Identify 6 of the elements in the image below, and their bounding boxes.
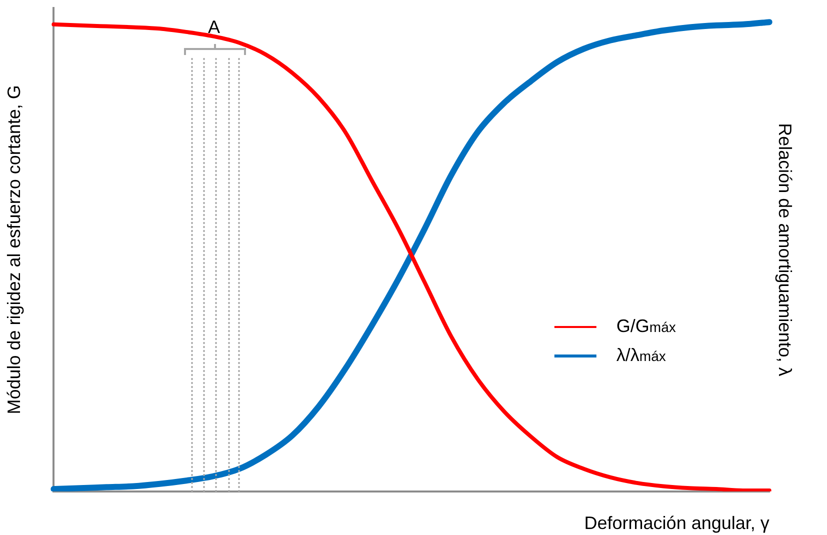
legend-label: G/Gmáx	[616, 316, 676, 336]
x-axis-title: Deformación angular, γ	[584, 513, 770, 534]
y-axis-title: Módulo de rigidez al esfuerzo cortante, G	[4, 85, 24, 414]
annotation: A	[208, 16, 220, 37]
y2-axis-title: Relación de amortiguamiento, λ	[775, 123, 796, 376]
legend-label: λ/λmáx	[616, 345, 666, 366]
